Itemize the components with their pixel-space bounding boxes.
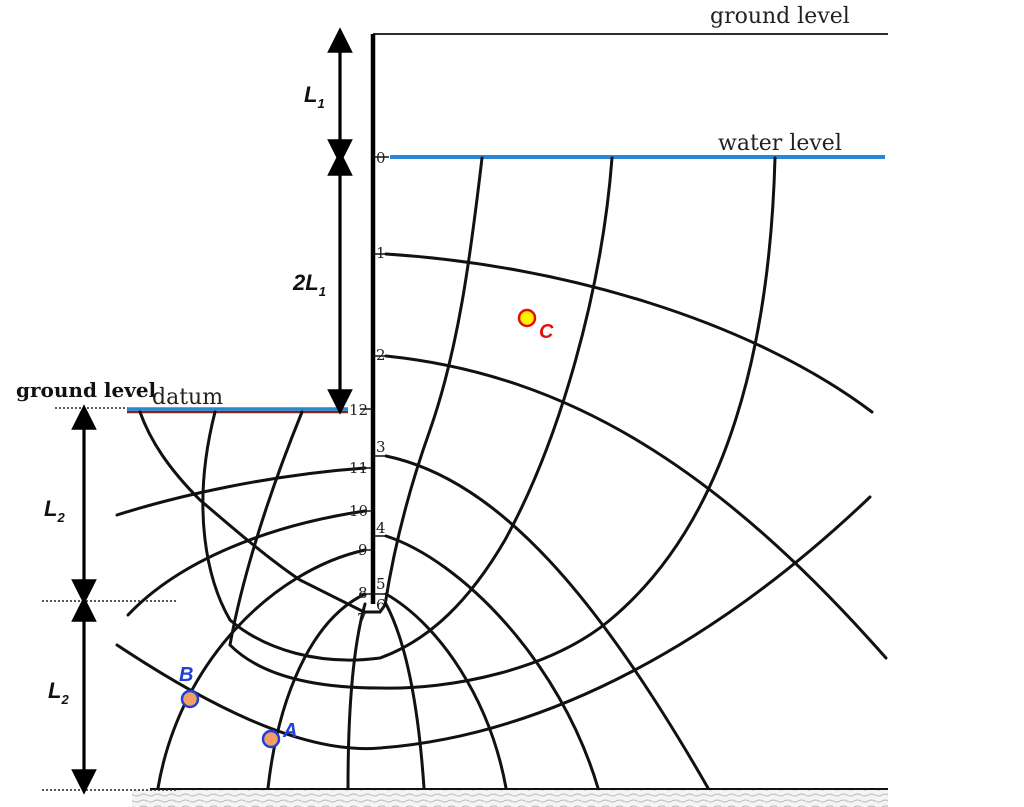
equipotential-line-9: [156, 548, 367, 790]
equipotential-line-10: [126, 509, 367, 617]
point-b-marker: [180, 689, 200, 709]
head-drop-number-6: 6: [376, 596, 386, 614]
dimension-arrows: [71, 27, 353, 795]
impervious-base-hatching: [132, 790, 888, 807]
head-drop-number-4: 4: [376, 519, 386, 537]
pile-tick-marks: [360, 156, 389, 595]
point-a-label: A: [282, 720, 297, 742]
equipotential-line-1: [384, 252, 874, 414]
head-drop-number-2: 2: [376, 346, 386, 364]
equipotential-line-6: [384, 602, 426, 790]
equipotential-line-11: [115, 466, 367, 517]
ground-level-label-upstream: ground level: [710, 4, 850, 29]
bottom-flow-line: [115, 495, 872, 751]
equipotential-line-2: [384, 354, 888, 660]
flow-line-2: [201, 156, 614, 662]
datum-label: datum: [152, 385, 223, 410]
point-a-marker: [261, 729, 281, 749]
head-drop-number-9: 9: [358, 541, 368, 559]
equipotential-lines: [115, 252, 888, 790]
equipotential-line-5: [384, 592, 508, 790]
dimension-label-2l1: 2L1: [292, 270, 326, 299]
head-drop-number-10: 10: [349, 502, 368, 520]
equipotential-line-4: [384, 534, 600, 790]
head-drop-numbers: 0 1 2 3 4 5 6 7 8 9 10 11 12: [349, 149, 386, 628]
head-drop-number-8: 8: [358, 584, 368, 602]
head-drop-number-3: 3: [376, 438, 386, 456]
point-a: A: [261, 720, 297, 749]
dimension-label-l2-lower: L2: [48, 678, 69, 707]
head-drop-number-0: 0: [376, 149, 386, 167]
point-c-marker: [517, 308, 537, 328]
head-drop-number-7: 7: [357, 610, 367, 628]
head-drop-number-5: 5: [376, 575, 386, 593]
equipotential-line-3: [384, 454, 710, 790]
point-b: B: [179, 664, 200, 709]
dimension-label-l2-upper: L2: [44, 496, 65, 525]
point-b-label: B: [179, 664, 193, 686]
dimension-label-l1: L1: [304, 82, 325, 111]
point-c: C: [517, 308, 554, 343]
ground-level-label-downstream: ground level: [16, 378, 157, 402]
water-level-label: water level: [718, 131, 842, 156]
flow-lines: [138, 156, 777, 690]
equipotential-line-7: [346, 602, 367, 790]
head-drop-number-11: 11: [349, 459, 368, 477]
flow-line-3: [228, 156, 777, 690]
head-drop-number-12: 12: [349, 401, 368, 419]
point-c-label: C: [539, 321, 554, 343]
head-drop-number-1: 1: [376, 244, 386, 262]
equipotential-line-8: [266, 592, 367, 790]
